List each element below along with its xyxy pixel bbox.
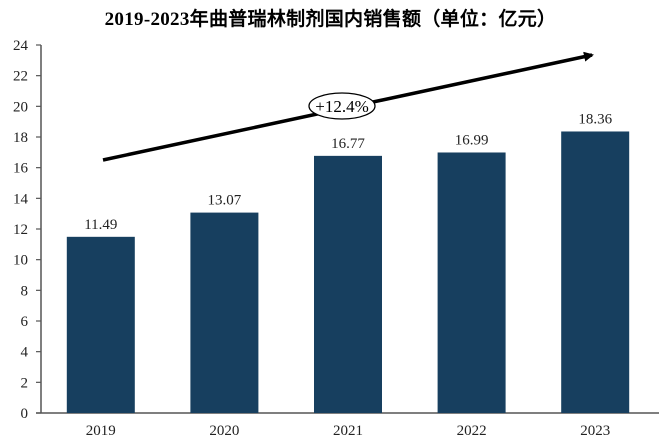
y-tick-label: 12 (13, 222, 28, 238)
x-tick-label: 2019 (86, 423, 116, 439)
bars: 11.49 2019 13.07 2020 16.77 2021 16.99 2022 18.3… (66, 111, 630, 439)
bar-2021 (314, 155, 382, 414)
data-label: 18.36 (578, 111, 612, 127)
trend-annotation: +12.4% (102, 51, 594, 162)
y-tick-label: 14 (13, 191, 29, 207)
x-tick-label: 2020 (209, 423, 239, 439)
y-tick-label: 2 (21, 375, 29, 391)
y-tick-label: 10 (13, 253, 28, 269)
y-tick-label: 0 (21, 406, 29, 422)
y-tick-label: 18 (13, 130, 28, 146)
y-tick-label: 22 (13, 69, 28, 85)
bar-2022 (437, 152, 506, 413)
x-tick-label: 2022 (457, 423, 487, 439)
data-label: 13.07 (208, 193, 242, 209)
data-label: 16.99 (455, 132, 489, 148)
y-tick-label: 24 (13, 38, 29, 54)
cagr-label: +12.4% (315, 97, 369, 116)
y-tick-label: 20 (13, 99, 28, 115)
cagr-ellipse (308, 92, 376, 120)
bar-2020 (190, 212, 259, 413)
data-label: 16.77 (331, 136, 365, 152)
y-tick-label: 4 (21, 345, 29, 361)
y-tick-label: 6 (21, 314, 29, 330)
bar-2019 (66, 236, 135, 413)
chart-title: 2019-2023年曲普瑞林制剂国内销售额（单位：亿元） (104, 9, 557, 30)
y-tick-label: 16 (13, 161, 29, 177)
x-tick-label: 2023 (580, 423, 610, 439)
bar-2023 (561, 131, 630, 414)
y-tick-label: 8 (21, 283, 29, 299)
x-tick-label: 2021 (333, 423, 363, 439)
data-label: 11.49 (84, 217, 117, 233)
